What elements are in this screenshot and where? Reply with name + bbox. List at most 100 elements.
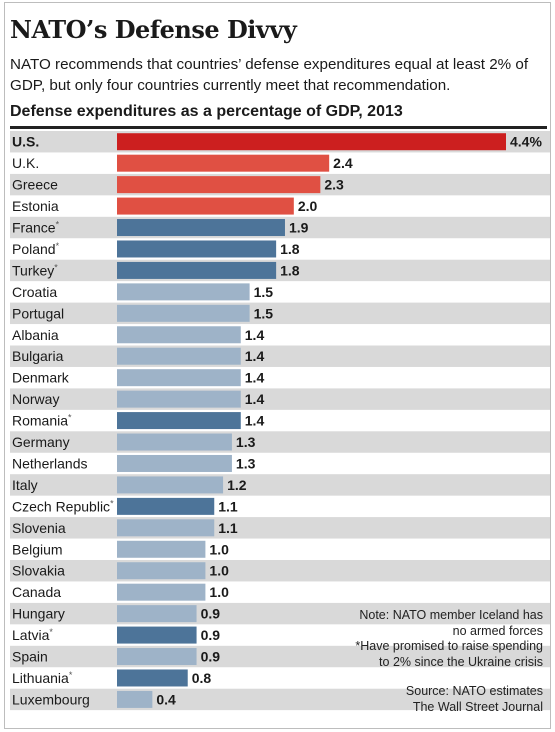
row-stripe: [10, 474, 550, 496]
asterisk-mark: *: [69, 670, 73, 680]
category-label: Netherlands: [12, 455, 88, 471]
category-label: U.K.: [12, 155, 39, 171]
bar: [117, 347, 241, 365]
value-label: 2.3: [324, 177, 344, 193]
bar: [117, 690, 153, 708]
note-line: *Have promised to raise spending: [355, 639, 543, 653]
value-label: 1.2: [227, 477, 247, 493]
asterisk-mark: *: [54, 262, 58, 272]
chart-source: Source: NATO estimates The Wall Street J…: [406, 683, 543, 715]
value-label: 1.4: [245, 370, 265, 386]
bar: [117, 454, 232, 472]
bar: [117, 497, 215, 515]
asterisk-mark: *: [56, 220, 60, 230]
chart-notes: Note: NATO member Iceland has no armed f…: [355, 608, 543, 670]
page-title: NATO’s Defense Divvy: [10, 15, 297, 44]
category-label: Germany: [12, 434, 70, 450]
chart-frame: [4, 2, 551, 729]
value-label: 1.3: [236, 434, 256, 450]
bar: [117, 626, 197, 644]
category-label: Belgium: [12, 541, 63, 557]
bar: [117, 197, 294, 215]
category-label: France*: [12, 220, 60, 236]
asterisk-mark: *: [56, 241, 60, 251]
bar: [117, 562, 206, 580]
value-label: 1.8: [280, 262, 300, 278]
bar: [117, 261, 277, 279]
category-label: Slovakia: [12, 563, 65, 579]
category-label: Latvia*: [12, 627, 53, 643]
bar: [117, 519, 215, 537]
category-label: Norway: [12, 391, 59, 407]
value-label: 1.8: [280, 241, 300, 257]
note-line: to 2% since the Ukraine crisis: [379, 654, 543, 669]
value-label: 1.1: [218, 498, 238, 514]
bar: [117, 433, 232, 451]
bar: [117, 369, 241, 387]
bar: [117, 412, 241, 430]
category-label: Lithuania*: [12, 670, 73, 686]
category-label: Czech Republic*: [12, 498, 114, 514]
category-label: Bulgaria: [12, 348, 64, 364]
note-line: no armed forces: [452, 623, 543, 638]
category-label: Portugal: [12, 305, 64, 321]
value-label: 1.1: [218, 520, 238, 536]
value-label: 0.9: [201, 627, 221, 643]
category-label: Denmark: [12, 370, 70, 386]
bar: [117, 240, 277, 258]
category-label: Luxembourg: [12, 691, 90, 707]
category-label: Croatia: [12, 284, 57, 300]
value-label: 2.0: [298, 198, 318, 214]
category-label: Greece: [12, 177, 58, 193]
value-label: 1.0: [209, 584, 229, 600]
bar: [117, 133, 506, 151]
row-stripe: [10, 345, 550, 367]
category-label: Spain: [12, 649, 48, 665]
row-stripe: [10, 302, 550, 325]
bar: [117, 648, 197, 666]
category-label: Poland*: [12, 241, 60, 257]
value-label: 1.4: [245, 327, 265, 343]
category-label: U.S.: [12, 134, 39, 150]
bar: [117, 583, 206, 601]
note-line: Note: NATO member Iceland has: [359, 608, 543, 622]
row-stripe: [10, 431, 550, 453]
bar: [117, 605, 197, 623]
value-label: 1.5: [254, 284, 274, 300]
bar: [117, 304, 250, 322]
category-label: Slovenia: [12, 520, 66, 536]
row-stripe: [10, 517, 550, 539]
bar: [117, 219, 285, 237]
bar: [117, 540, 206, 558]
bar: [117, 283, 250, 301]
row-stripe: [10, 388, 550, 410]
category-label: Canada: [12, 584, 61, 600]
value-label: 1.5: [254, 305, 274, 321]
category-label: Italy: [12, 477, 38, 493]
category-label: Hungary: [12, 606, 65, 622]
value-label: 1.4: [245, 413, 265, 429]
value-label: 4.4%: [510, 134, 542, 150]
bar: [117, 669, 188, 687]
page-subtitle: NATO recommends that countries’ defense …: [10, 56, 529, 94]
value-label: 0.4: [156, 691, 176, 707]
bar: [117, 476, 224, 494]
asterisk-mark: *: [68, 413, 72, 423]
value-label: 0.9: [201, 606, 221, 622]
chart-title: Defense expenditures as a percentage of …: [10, 103, 403, 120]
bar: [117, 154, 330, 172]
value-label: 1.3: [236, 455, 256, 471]
value-label: 0.8: [192, 670, 212, 686]
value-label: 1.4: [245, 391, 265, 407]
value-label: 0.9: [201, 649, 221, 665]
row-stripe: [10, 560, 550, 582]
bar: [117, 326, 241, 344]
asterisk-mark: *: [110, 498, 114, 508]
bar: [117, 390, 241, 408]
source-line: The Wall Street Journal: [412, 700, 543, 714]
category-label: Turkey*: [12, 262, 58, 278]
value-label: 2.4: [333, 155, 353, 171]
category-label: Romania*: [12, 413, 72, 429]
value-label: 1.9: [289, 220, 309, 236]
